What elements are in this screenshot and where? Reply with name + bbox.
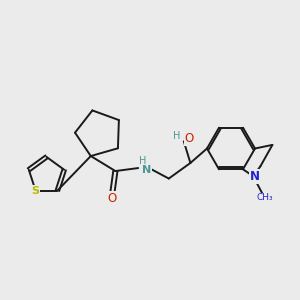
Text: H: H [172, 131, 180, 141]
Text: N: N [142, 165, 151, 175]
Text: CH₃: CH₃ [256, 193, 273, 202]
Text: O: O [184, 133, 194, 146]
Text: H: H [139, 156, 147, 166]
Text: S: S [32, 185, 40, 196]
Text: N: N [250, 170, 260, 183]
Text: O: O [108, 192, 117, 205]
